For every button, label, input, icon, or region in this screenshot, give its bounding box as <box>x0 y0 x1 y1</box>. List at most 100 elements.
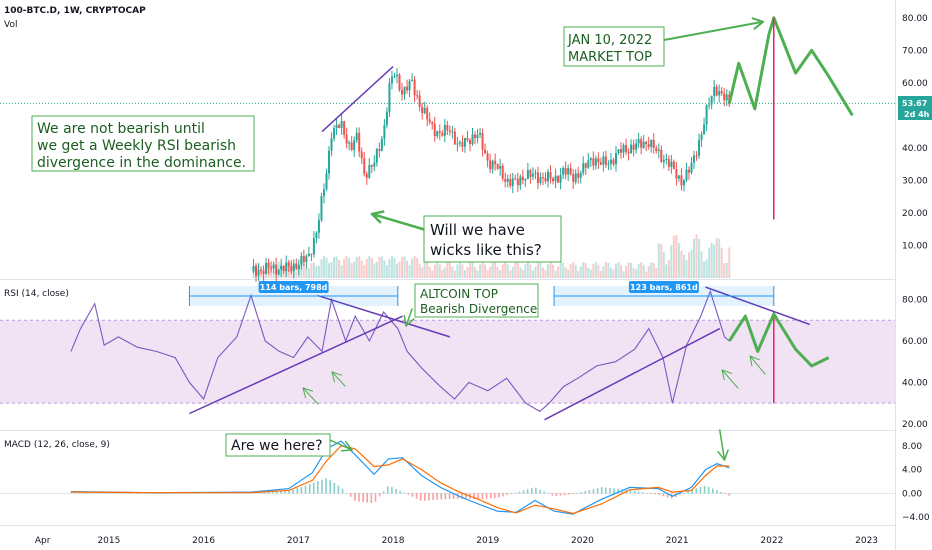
volume-bar <box>705 259 708 278</box>
x-tick-label: 2017 <box>287 536 310 546</box>
rsi-downtrend-line-2 <box>705 286 811 326</box>
price-candle-body <box>489 160 492 170</box>
price-candle-body <box>599 162 602 165</box>
volume-bar <box>592 263 595 278</box>
volume-bar <box>725 262 728 278</box>
price-candle-body <box>471 134 474 144</box>
macd-histogram-bar <box>382 491 385 494</box>
macd-histogram-bar <box>177 493 179 494</box>
macd-histogram-bar <box>646 493 648 494</box>
price-candle-body <box>677 175 680 179</box>
volume-bar <box>426 262 429 278</box>
volume-bar <box>423 262 426 278</box>
macd-histogram-bar <box>724 493 726 494</box>
price-candle-body <box>353 140 356 150</box>
volume-bar <box>471 262 474 278</box>
volume-bar <box>720 247 723 278</box>
volume-bar <box>418 263 421 278</box>
price-candle-body <box>383 125 386 139</box>
volume-bar <box>345 256 348 278</box>
volume-bar <box>302 263 305 278</box>
volume-bar <box>501 264 504 278</box>
macd-histogram-bar <box>543 491 545 494</box>
volume-bar <box>657 243 660 278</box>
wicks-line-1: Will we have <box>430 221 525 239</box>
rsi-hint-arrow-3-head <box>721 369 732 381</box>
volume-bar <box>338 260 341 278</box>
volume-bar <box>640 262 643 278</box>
altcoin-top-line-2: Bearish Divergence <box>420 302 537 316</box>
price-candle-body <box>602 156 605 165</box>
macd-histogram-bar <box>300 486 303 494</box>
price-candle-body <box>461 142 464 147</box>
volume-bar <box>695 234 698 278</box>
macd-histogram-bar <box>288 490 290 494</box>
wicks-line-2: wicks like this? <box>430 241 542 259</box>
macd-histogram-bar <box>502 493 504 497</box>
macd-histogram-bar <box>489 493 492 499</box>
macd-histogram-bar <box>584 491 587 494</box>
price-candle-body <box>458 142 461 144</box>
price-candle-body <box>411 79 414 82</box>
volume-bar <box>315 265 318 278</box>
x-tick-label: 2019 <box>476 536 499 546</box>
volume-bar <box>443 267 446 278</box>
macd-histogram-bar <box>683 493 685 494</box>
price-candle-body <box>625 145 628 152</box>
price-candle-body <box>443 125 446 136</box>
volume-bar <box>552 264 555 278</box>
price-candle-body <box>499 165 502 169</box>
macd-histogram-bar <box>679 493 681 496</box>
volume-bar <box>295 271 298 278</box>
volume-bar <box>662 251 665 278</box>
volume-bar <box>572 262 575 278</box>
macd-histogram-bar <box>411 493 414 497</box>
price-candle-body <box>708 104 711 106</box>
volume-bar <box>607 262 610 278</box>
price-candle-body <box>574 173 577 182</box>
price-candle-body <box>526 170 529 179</box>
volume-bar <box>569 263 572 278</box>
rsi-hint-arrow-1-shaft <box>302 387 319 405</box>
price-candle-body <box>572 174 575 182</box>
volume-bar <box>577 270 580 278</box>
price-candle-body <box>720 91 723 94</box>
are-we-here-box <box>225 433 331 457</box>
macd-histogram-bar <box>617 488 619 494</box>
price-candle-body <box>312 238 315 255</box>
price-candle-body <box>398 74 401 90</box>
volume-bar <box>275 265 278 278</box>
x-tick-label: 2018 <box>382 536 405 546</box>
volume-bar <box>544 269 547 278</box>
volume-bar <box>456 264 459 278</box>
price-candle-body <box>494 160 497 165</box>
price-candle-body <box>448 130 451 132</box>
macd-histogram-bar <box>707 486 710 494</box>
volume-bar <box>408 264 411 278</box>
volume-bar <box>260 268 263 278</box>
price-candle-body <box>690 162 693 173</box>
volume-bar <box>320 259 323 278</box>
price-candle-body <box>670 161 673 167</box>
macd-histogram-bar <box>308 484 311 494</box>
macd-histogram-bar <box>107 492 109 494</box>
altcoin-top-line-1: ALTCOIN TOP <box>420 287 498 301</box>
price-candle-body <box>441 133 444 136</box>
volume-bar <box>398 261 401 278</box>
market-top-line-1: JAN 10, 2022 <box>567 33 652 48</box>
price-y-tick-label: 40.00 <box>902 144 928 154</box>
price-candle-body <box>463 137 466 147</box>
rsi-title: RSI (14, close) <box>4 289 69 299</box>
volume-bar <box>708 247 711 278</box>
price-candle-body <box>622 145 625 153</box>
rsi-hint-arrow-4-head <box>749 355 760 367</box>
volume-bar <box>604 262 607 278</box>
price-candle-body <box>322 189 325 197</box>
price-candle-body <box>320 196 323 221</box>
price-candle-body <box>270 267 273 269</box>
price-candle-body <box>534 172 537 174</box>
price-candle-body <box>521 176 524 181</box>
volume-bar <box>541 267 544 278</box>
volume-bar <box>680 250 683 278</box>
price-badge-timer: 2d 4h <box>904 110 930 119</box>
